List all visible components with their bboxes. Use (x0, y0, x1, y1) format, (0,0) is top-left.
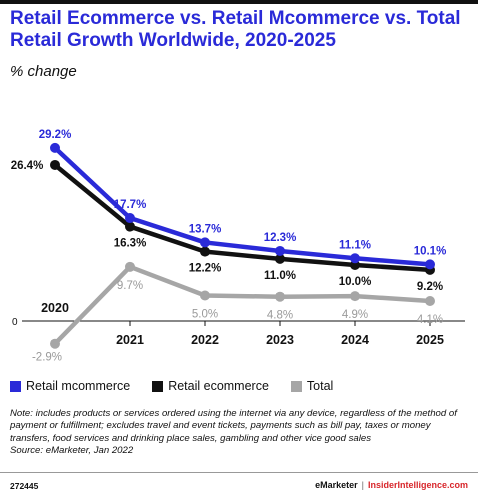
data-point (275, 245, 285, 256)
data-label-mcommerce: 11.1% (339, 239, 371, 251)
data-label-ecommerce: 26.4% (11, 160, 44, 172)
brand-name: eMarketer (315, 480, 358, 490)
data-label-total: -2.9% (32, 352, 62, 364)
footer-brand: eMarketer | InsiderIntelligence.com (315, 480, 468, 490)
chart-legend: Retail mcommerce Retail ecommerce Total (10, 379, 333, 393)
data-point (200, 237, 210, 248)
data-point (275, 253, 285, 264)
x-tick-label: 2022 (191, 333, 219, 347)
data-point (425, 259, 435, 270)
chart-plot: 0 2020 2021 2022 2023 2024 2025 29.2% 17.7% 13.7%… (11, 129, 465, 364)
chart-subtitle: % change (10, 63, 77, 80)
note-text: Note: includes products or services orde… (10, 408, 457, 444)
chart-note: Note: includes products or services orde… (10, 408, 472, 457)
data-point (350, 253, 360, 264)
data-label-ecommerce: 10.0% (339, 276, 372, 288)
data-point (275, 291, 285, 302)
legend-label-total: Total (306, 379, 334, 393)
x-tick-label: 2020 (41, 301, 69, 315)
chart-id: 272445 (10, 481, 39, 491)
data-point (200, 246, 210, 257)
brand-site: InsiderIntelligence.com (367, 480, 468, 490)
legend-item-total: Total (290, 379, 334, 393)
series-line (52, 145, 433, 267)
data-label-ecommerce: 16.3% (114, 238, 147, 250)
brand-separator: | (361, 480, 364, 490)
source-text: Source: eMarketer, Jan 2022 (10, 444, 134, 456)
legend-item-mcommerce: Retail mcommerce (10, 379, 130, 393)
data-point (50, 338, 60, 349)
chart-title: Retail Ecommerce vs. Retail Mcommerce vs… (10, 8, 461, 51)
top-rule (0, 0, 478, 4)
data-label-mcommerce: 17.7% (114, 199, 147, 211)
data-label-ecommerce: 11.0% (264, 270, 296, 282)
x-tick-label: 2021 (116, 333, 144, 347)
data-point (200, 290, 210, 301)
legend-item-ecommerce: Retail ecommerce (152, 379, 269, 393)
data-point (425, 295, 435, 306)
data-label-total: 9.7% (117, 280, 143, 292)
data-label-mcommerce: 13.7% (189, 223, 222, 235)
legend-swatch-ecommerce (152, 380, 164, 392)
legend-swatch-total (290, 380, 302, 392)
data-label-ecommerce: 9.2% (417, 281, 443, 293)
data-point (350, 291, 360, 302)
x-tick-label: 2023 (266, 333, 294, 347)
data-label-ecommerce: 12.2% (189, 263, 222, 275)
series-line (52, 162, 433, 273)
legend-label-ecommerce: Retail ecommerce (168, 379, 269, 393)
x-tick-label: 2025 (416, 333, 444, 347)
data-label-total: 4.1% (417, 314, 443, 326)
data-label-mcommerce: 29.2% (39, 129, 72, 141)
data-point (125, 213, 135, 224)
legend-label-mcommerce: Retail mcommerce (26, 379, 131, 393)
data-point (125, 261, 135, 272)
x-tick-label: 2024 (341, 333, 369, 347)
data-point (50, 159, 60, 170)
data-point (50, 142, 60, 153)
series-line (52, 264, 433, 346)
data-label-total: 5.0% (192, 309, 218, 321)
footer-rule (0, 472, 478, 473)
data-point (125, 221, 135, 232)
zero-label: 0 (12, 317, 18, 328)
legend-swatch-mcommerce (10, 380, 21, 392)
data-label-mcommerce: 10.1% (414, 245, 447, 257)
data-label-total: 4.8% (267, 310, 293, 322)
data-label-total: 4.9% (342, 309, 368, 321)
data-label-mcommerce: 12.3% (264, 232, 297, 244)
